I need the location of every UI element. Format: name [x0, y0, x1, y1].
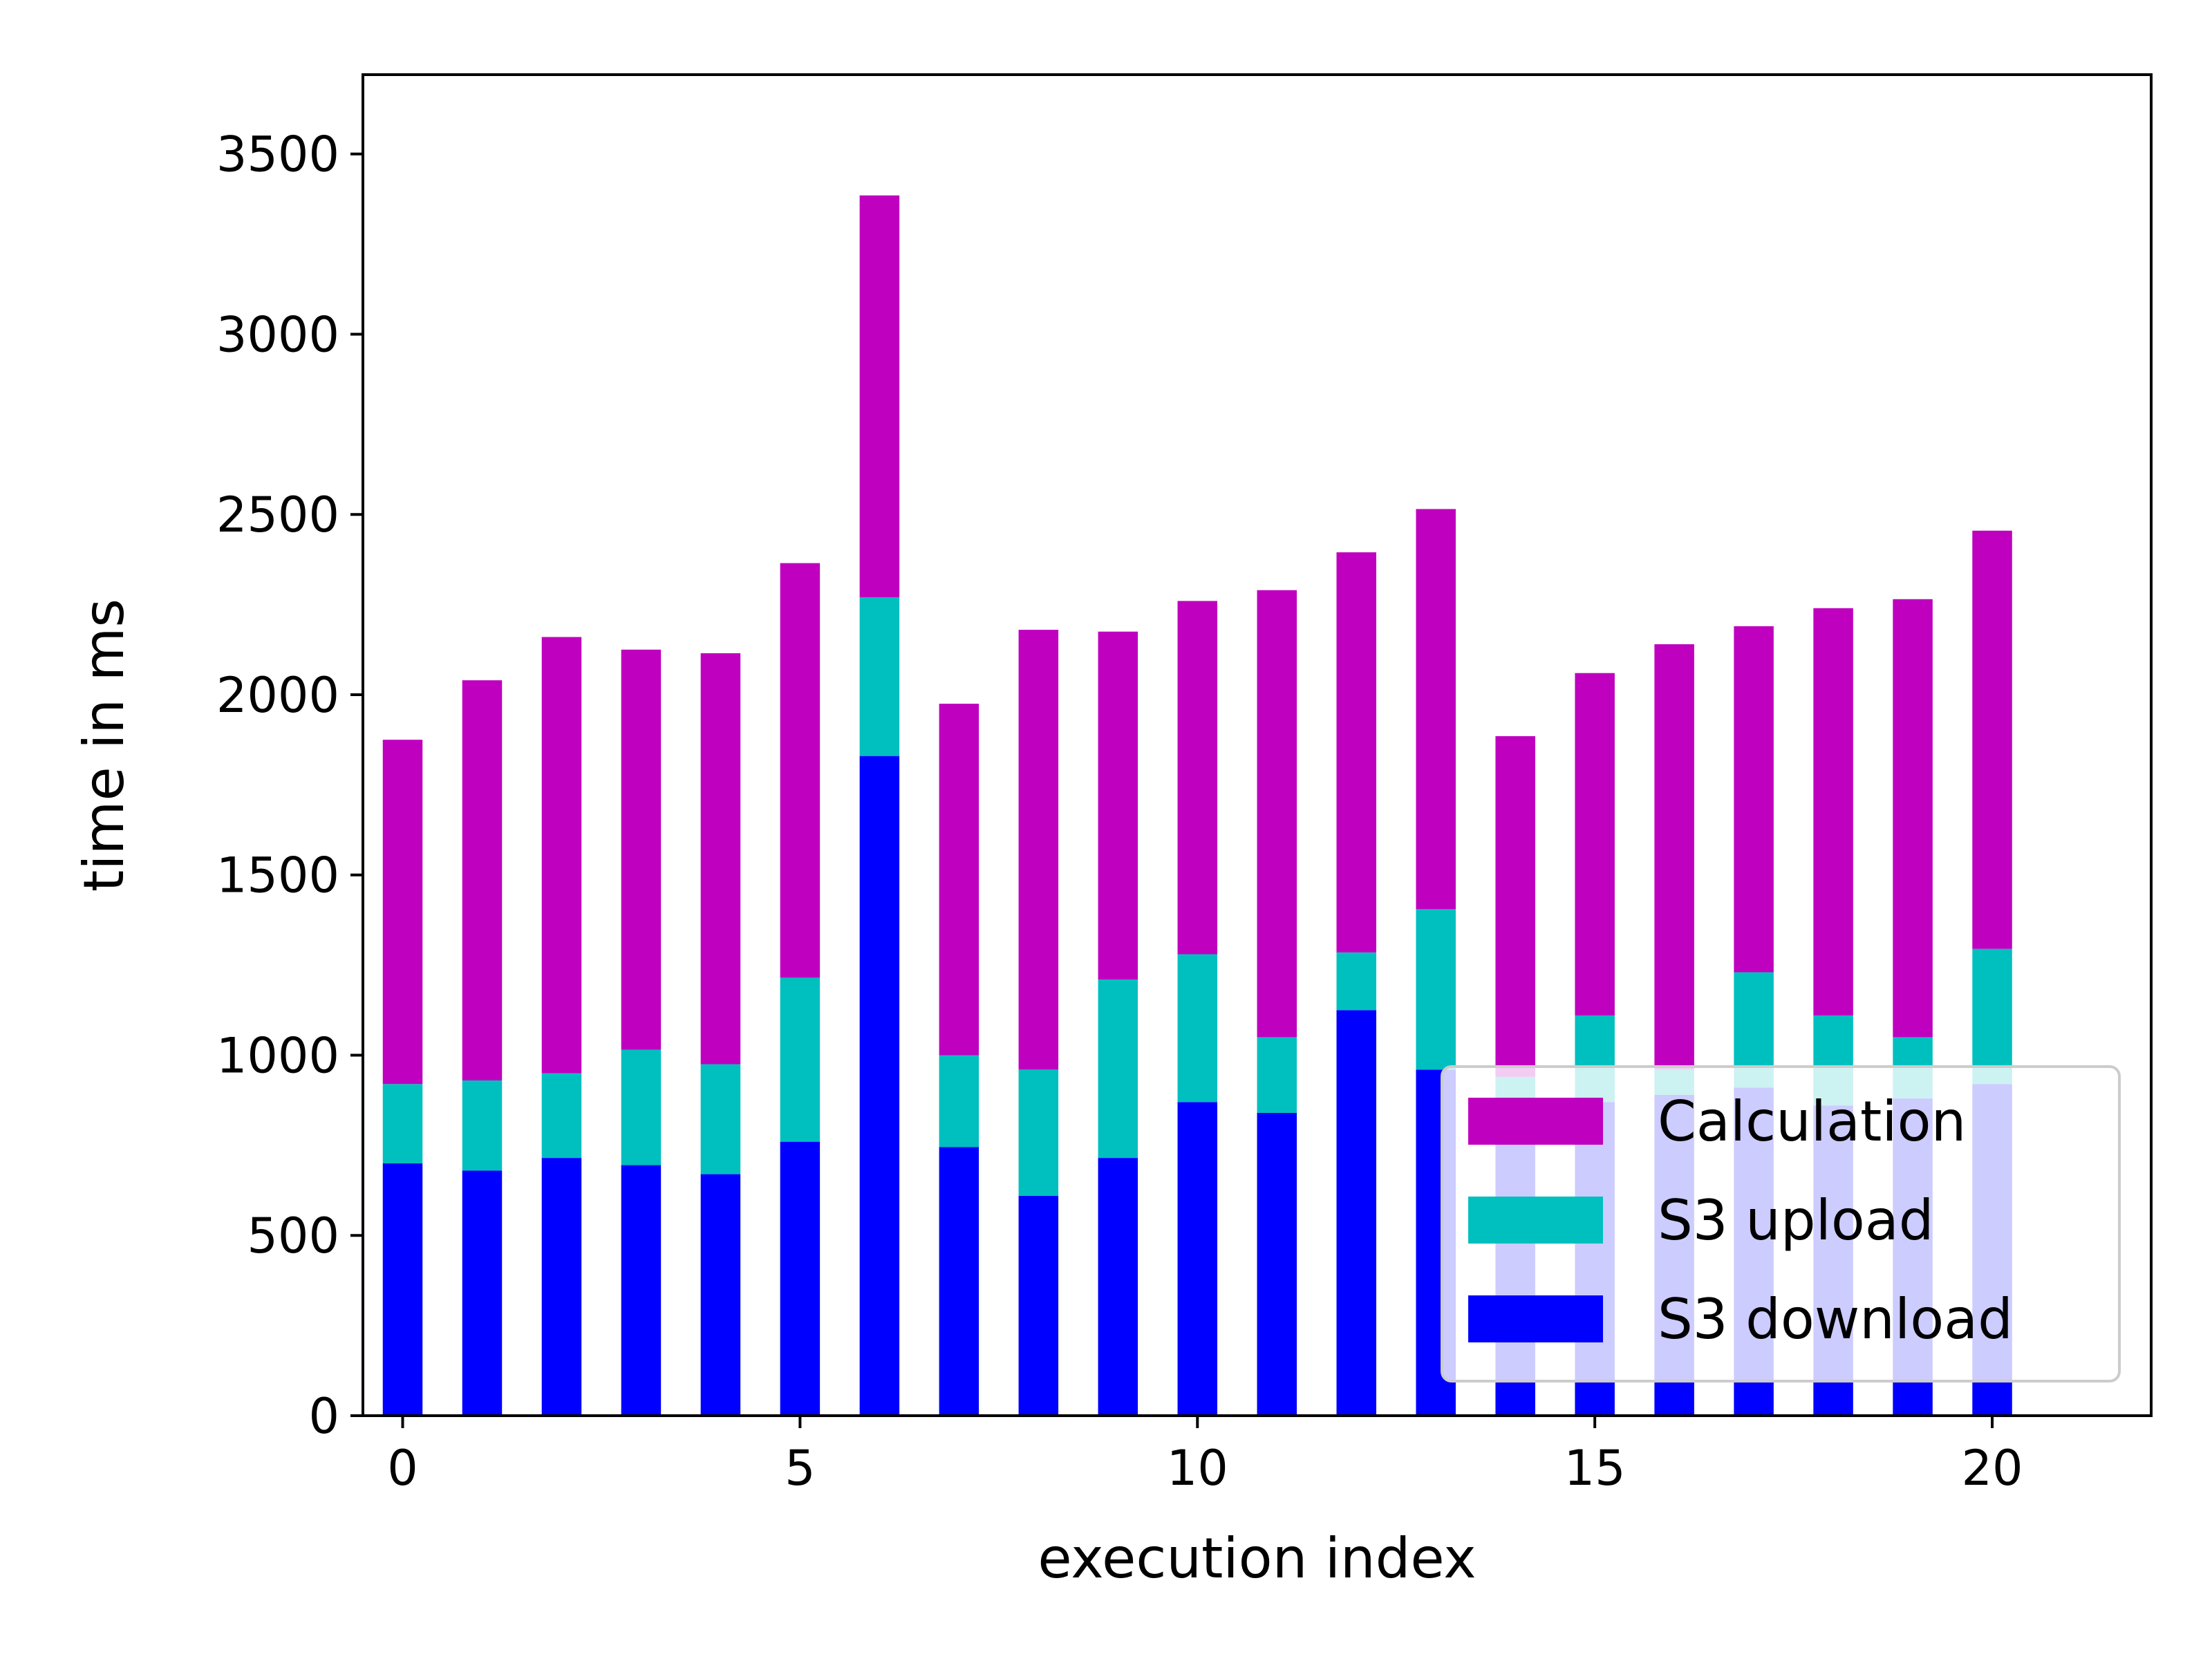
bar-s3-upload-12 — [1336, 952, 1376, 1011]
bar-s3-upload-5 — [780, 977, 821, 1142]
x-tick-label: 20 — [1962, 1440, 2023, 1497]
legend-label-s3-download: S3 download — [1658, 1287, 2013, 1351]
bar-calculation-2 — [541, 637, 582, 1074]
x-tick-label: 15 — [1564, 1440, 1626, 1497]
bar-s3-download-6 — [859, 756, 900, 1416]
bar-calculation-14 — [1495, 735, 1535, 1077]
x-axis: 0 5 10 15 20 — [387, 1416, 2023, 1497]
y-tick-label: 1000 — [216, 1027, 339, 1084]
bar-s3-download-4 — [700, 1174, 741, 1416]
bar-calculation-18 — [1813, 608, 1853, 1016]
bar-calculation-0 — [382, 740, 423, 1085]
bar-calculation-16 — [1654, 644, 1694, 1070]
y-tick-label: 0 — [308, 1388, 339, 1445]
bar-calculation-12 — [1336, 552, 1376, 953]
bar-calculation-17 — [1734, 626, 1774, 973]
y-tick-label: 3000 — [216, 306, 339, 363]
bar-s3-download-12 — [1336, 1010, 1376, 1416]
bar-calculation-3 — [621, 649, 662, 1050]
bar-s3-upload-3 — [621, 1049, 662, 1165]
legend-box — [1441, 1065, 2121, 1382]
bar-s3-download-10 — [1177, 1102, 1218, 1416]
bar-calculation-1 — [462, 680, 503, 1080]
y-tick-label: 3500 — [216, 126, 339, 183]
bar-s3-download-2 — [541, 1158, 582, 1416]
bar-s3-upload-4 — [700, 1064, 741, 1174]
bar-s3-download-3 — [621, 1165, 662, 1416]
legend-swatch-s3-upload — [1468, 1197, 1603, 1244]
bar-s3-download-0 — [382, 1163, 423, 1416]
bar-s3-upload-0 — [382, 1084, 423, 1163]
bar-s3-download-1 — [462, 1170, 503, 1416]
bar-calculation-8 — [1018, 630, 1059, 1070]
x-tick-label: 10 — [1167, 1440, 1228, 1497]
bar-calculation-9 — [1098, 631, 1138, 980]
x-axis-title: execution index — [1038, 1526, 1476, 1591]
plot-frame — [362, 73, 2153, 1417]
bar-s3-upload-8 — [1018, 1069, 1059, 1196]
x-tick-label: 0 — [387, 1440, 418, 1497]
bar-s3-upload-10 — [1177, 954, 1218, 1103]
bar-s3-download-5 — [780, 1141, 821, 1416]
y-tick-label: 2500 — [216, 487, 339, 543]
y-tick-label: 500 — [247, 1208, 339, 1264]
bar-calculation-20 — [1972, 530, 2012, 949]
bar-s3-upload-9 — [1098, 979, 1138, 1159]
bar-s3-upload-20 — [1972, 948, 2012, 1085]
bar-s3-upload-11 — [1257, 1037, 1297, 1113]
y-tick-label: 1500 — [216, 847, 339, 904]
bar-s3-download-7 — [939, 1147, 980, 1416]
legend: Calculation S3 upload S3 download — [1441, 1065, 2121, 1382]
bar-calculation-15 — [1575, 673, 1615, 1016]
legend-label-calculation: Calculation — [1658, 1089, 1966, 1154]
legend-label-s3-upload: S3 upload — [1658, 1188, 1934, 1253]
bar-calculation-10 — [1177, 601, 1218, 955]
bar-calculation-5 — [780, 563, 821, 978]
bar-calculation-4 — [700, 653, 741, 1065]
y-tick-label: 2000 — [216, 667, 339, 724]
x-tick-label: 5 — [785, 1440, 816, 1497]
bar-s3-download-9 — [1098, 1158, 1138, 1416]
legend-swatch-calculation — [1468, 1098, 1603, 1145]
bar-s3-download-11 — [1257, 1112, 1297, 1416]
bar-calculation-6 — [859, 195, 900, 598]
bar-s3-upload-7 — [939, 1055, 980, 1147]
legend-swatch-s3-download — [1468, 1295, 1603, 1342]
bar-s3-upload-2 — [541, 1073, 582, 1159]
bar-s3-upload-6 — [859, 597, 900, 756]
y-axis-title: time in ms — [72, 599, 136, 892]
bar-s3-upload-1 — [462, 1080, 503, 1171]
bar-s3-upload-13 — [1416, 909, 1456, 1070]
y-axis: 0 500 1000 1500 2000 2500 3000 3500 — [216, 126, 363, 1445]
bar-s3-download-8 — [1018, 1195, 1059, 1416]
bar-calculation-13 — [1416, 509, 1456, 910]
bar-calculation-11 — [1257, 590, 1297, 1038]
bar-calculation-7 — [939, 704, 980, 1056]
bar-calculation-19 — [1893, 599, 1933, 1038]
